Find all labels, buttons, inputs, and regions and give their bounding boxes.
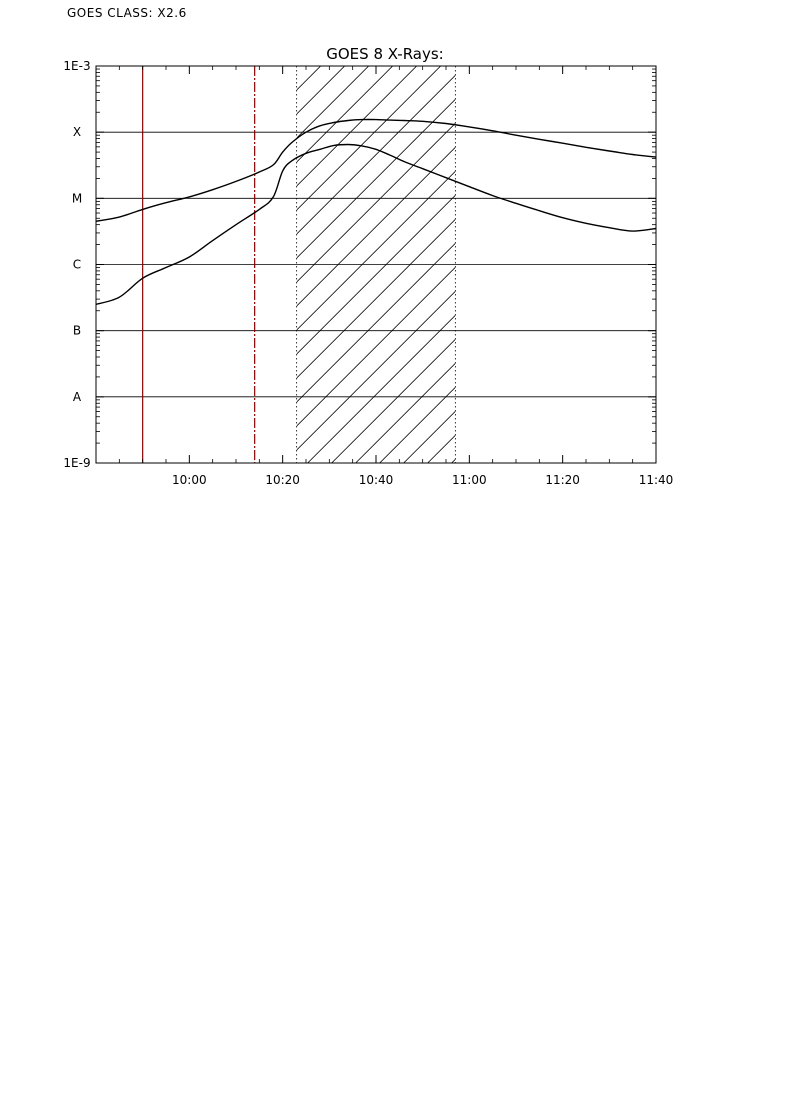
hatch-line bbox=[296, 290, 456, 451]
hatch-line bbox=[296, 218, 456, 379]
hatch-line bbox=[296, 66, 393, 163]
hatch-line bbox=[331, 338, 456, 463]
hatch-line bbox=[644, 66, 790, 463]
hatch-line bbox=[296, 74, 456, 235]
flux-curve-1 bbox=[96, 118, 656, 222]
x-tick-label: 10:20 bbox=[265, 473, 300, 487]
goes-class-label: GOES CLASS: X2.6 bbox=[67, 6, 187, 20]
hatch-line bbox=[296, 170, 456, 331]
hatch-line bbox=[296, 242, 456, 403]
x-tick-label: 11:20 bbox=[545, 473, 580, 487]
hatch-line bbox=[296, 194, 456, 355]
flux-curve-2 bbox=[96, 143, 656, 305]
hatch-line bbox=[296, 66, 417, 187]
hatch-line bbox=[307, 314, 456, 463]
hatch-line bbox=[668, 66, 790, 463]
hatch-line bbox=[296, 146, 456, 307]
chart-title: GOES 8 X-Rays: bbox=[326, 45, 443, 63]
hatch-line bbox=[764, 66, 790, 463]
hatch-line bbox=[296, 98, 456, 259]
y-tick-label: 1E-3 bbox=[63, 59, 90, 73]
y-tick-label: C bbox=[73, 258, 81, 272]
x-tick-label: 10:00 bbox=[172, 473, 207, 487]
y-tick-label: A bbox=[73, 390, 82, 404]
hatched-region bbox=[296, 66, 790, 463]
y-tick-label: M bbox=[72, 191, 82, 205]
hatch-line bbox=[716, 66, 790, 463]
y-tick-label: B bbox=[73, 324, 81, 338]
hatch-line bbox=[296, 66, 369, 139]
x-tick-label: 10:40 bbox=[359, 473, 394, 487]
hatch-line bbox=[355, 362, 456, 463]
hatch-line bbox=[296, 122, 456, 283]
hatch-line bbox=[296, 266, 456, 427]
x-tick-label: 11:40 bbox=[639, 473, 674, 487]
hatch-line bbox=[379, 386, 456, 463]
hatch-line bbox=[740, 66, 790, 463]
y-tick-label: 1E-9 bbox=[63, 456, 90, 470]
y-tick-label: X bbox=[73, 125, 81, 139]
hatch-line bbox=[296, 66, 441, 211]
hatch-line bbox=[692, 66, 790, 463]
x-tick-label: 11:00 bbox=[452, 473, 487, 487]
